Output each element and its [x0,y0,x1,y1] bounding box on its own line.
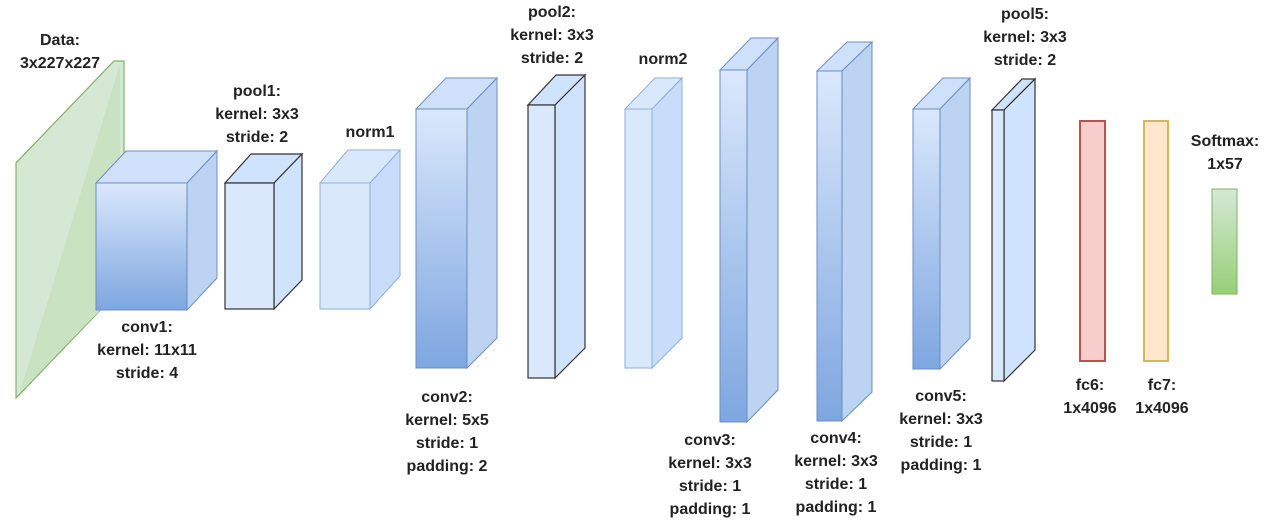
conv5-label-line: stride: 1 [909,434,973,451]
fc7-label-line: 1x4096 [1135,400,1189,417]
pool2-label-line: kernel: 3x3 [510,27,594,44]
pool1-label-line: stride: 2 [225,129,289,146]
conv4-label-line: conv4: [810,430,862,447]
conv4-front [816,70,843,422]
norm2-side [651,76,683,370]
softmax-label-line: 1x57 [1207,156,1243,173]
pool1-block [223,152,304,311]
conv4-label-line: kernel: 3x3 [794,453,878,470]
conv1-label-line: kernel: 11x11 [97,342,197,359]
pool1-label-line: kernel: 3x3 [215,106,299,123]
conv1-front [95,182,188,311]
data-label-line: 3x227x227 [19,55,101,72]
conv4-label-line: stride: 1 [804,476,868,493]
data-label-line: Data: [39,32,80,49]
conv4-block [815,40,874,423]
conv4-side [841,40,873,423]
pool2-label: pool2: kernel: 3x3 stride: 2 [497,1,607,70]
pool5-side [1003,77,1036,383]
conv5-front [912,108,941,370]
fc7-label-line: fc7: [1147,377,1177,394]
conv2-side [466,76,498,370]
norm2-label-line: norm2 [638,51,688,68]
conv3-label: conv3: kernel: 3x3 stride: 1 padding: 1 [655,429,765,521]
conv2-front [415,108,468,369]
norm1-label-line: norm1 [345,124,395,141]
pool2-side [554,73,586,380]
norm1-front [319,182,371,310]
fc7-block [1143,120,1169,362]
data-block-face-shade [20,64,120,392]
pool1-front [224,182,275,310]
norm2-block [623,76,684,370]
conv3-label-line: stride: 1 [678,478,742,495]
conv2-label-line: kernel: 5x5 [405,412,489,429]
conv3-block [718,36,780,424]
pool5-label-line: stride: 2 [993,52,1057,69]
fc6-label-line: 1x4096 [1063,400,1117,417]
conv3-label-line: padding: 1 [669,501,751,518]
conv5-block [911,76,972,371]
pool2-front [527,104,556,379]
norm1-label: norm1 [330,121,410,144]
conv5-label: conv5: kernel: 3x3 stride: 1 padding: 1 [885,385,997,477]
conv2-label-line: conv2: [421,389,473,406]
data-label: Data: 3x227x227 [0,29,120,75]
softmax-label: Softmax: 1x57 [1175,130,1275,176]
pool5-label-line: pool5: [1001,6,1049,23]
conv1-block [94,149,219,312]
fc6-label-line: fc6: [1075,377,1105,394]
conv4-label: conv4: kernel: 3x3 stride: 1 padding: 1 [780,427,892,519]
conv2-block [414,76,499,370]
conv5-label-line: kernel: 3x3 [899,411,983,428]
softmax-block [1211,188,1238,295]
conv1-label-line: stride: 4 [115,365,179,382]
conv3-label-line: kernel: 3x3 [668,455,752,472]
pool5-label-line: kernel: 3x3 [983,29,1067,46]
pool1-label: pool1: kernel: 3x3 stride: 2 [202,80,312,149]
softmax-label-line: Softmax: [1190,133,1260,150]
conv1-label-line: conv1: [121,319,173,336]
fc6-block [1079,120,1106,362]
conv3-side [746,36,779,424]
pool5-label: pool5: kernel: 3x3 stride: 2 [970,3,1080,72]
conv3-label-line: conv3: [684,432,736,449]
conv2-label-line: padding: 2 [406,458,488,475]
pool2-label-line: stride: 2 [520,50,584,67]
norm2-front [624,108,653,369]
pool1-label-line: pool1: [233,83,281,100]
pool5-front [991,109,1005,382]
conv5-label-line: conv5: [915,388,967,405]
fc7-label: fc7: 1x4096 [1117,374,1207,420]
pool5-block [990,77,1037,383]
norm1-block [318,148,402,311]
conv1-label: conv1: kernel: 11x11 stride: 4 [82,316,212,385]
conv2-label-line: stride: 1 [415,435,479,452]
conv5-side [939,76,971,371]
conv5-label-line: padding: 1 [900,457,982,474]
norm2-label: norm2 [623,48,703,71]
pool2-label-line: pool2: [528,4,576,21]
conv4-label-line: padding: 1 [795,499,877,516]
conv3-front [719,69,748,423]
fc6-label: fc6: 1x4096 [1045,374,1135,420]
conv2-label: conv2: kernel: 5x5 stride: 1 padding: 2 [392,386,502,478]
pool2-block [526,73,587,380]
